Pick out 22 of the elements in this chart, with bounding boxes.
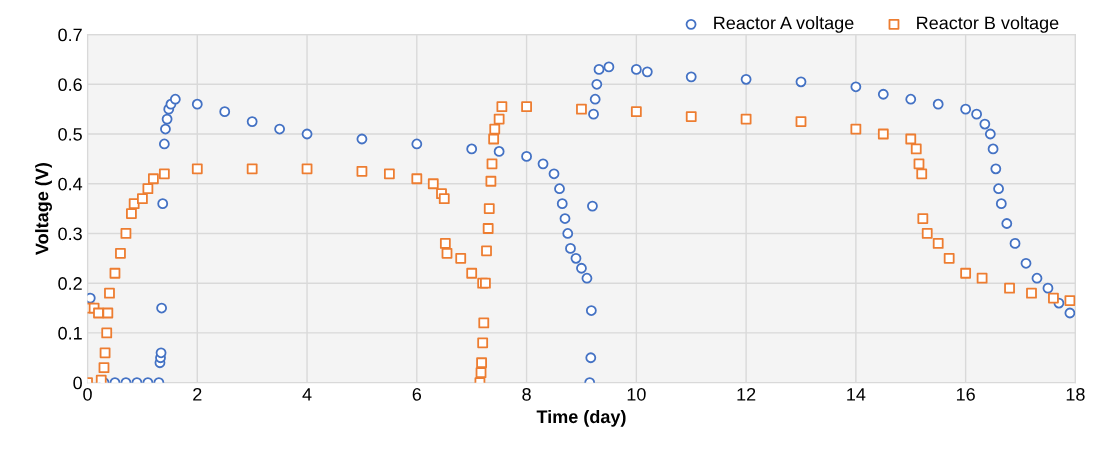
y-tick-label: 0	[73, 376, 82, 390]
x-tick-label: 6	[412, 387, 422, 401]
x-axis-title: Time (day)	[536, 409, 626, 427]
y-tick-label: 0.6	[58, 78, 82, 92]
y-tick-label: 0.5	[58, 127, 82, 141]
legend-label: Reactor A voltage	[714, 16, 854, 33]
y-tick-label: 0.2	[58, 277, 82, 290]
x-tick-label: 2	[193, 387, 202, 401]
y-tick-label: 0.3	[58, 227, 82, 241]
x-tick-label: 12	[737, 387, 756, 401]
y-tick-label: 0.7	[58, 28, 82, 42]
y-axis-title: Voltage (V)	[35, 163, 53, 255]
y-tick-label: 0.1	[58, 326, 82, 340]
x-tick-label: 18	[1066, 387, 1085, 401]
x-tick-label: 14	[847, 388, 866, 401]
legend-label: Reactor B voltage	[917, 16, 1059, 33]
x-tick-label: 10	[627, 387, 646, 401]
y-tick-label: 0.4	[58, 177, 83, 191]
x-tick-label: 0	[83, 387, 92, 401]
x-tick-label: 8	[522, 387, 531, 401]
x-tick-label: 4	[302, 388, 312, 401]
x-tick-label: 16	[956, 387, 975, 401]
